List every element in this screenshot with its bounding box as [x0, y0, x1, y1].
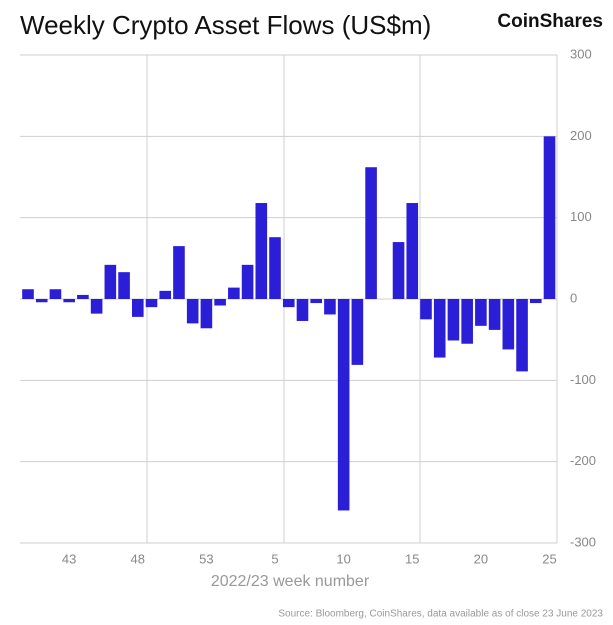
bar	[145, 299, 158, 308]
bar	[296, 299, 309, 321]
x-tick-label: 20	[474, 551, 488, 566]
bar	[49, 289, 62, 299]
bar	[22, 289, 34, 299]
bar	[433, 299, 446, 358]
bar	[90, 299, 103, 314]
y-tick-label: 300	[570, 46, 592, 61]
bar	[269, 237, 281, 299]
x-tick-label: 43	[62, 551, 76, 566]
bar	[255, 203, 268, 299]
bar	[77, 294, 89, 299]
logo: CoinShares	[497, 11, 603, 32]
bar	[241, 264, 254, 299]
bar	[502, 299, 515, 350]
bar	[392, 242, 405, 299]
bar	[543, 136, 556, 299]
bar	[104, 264, 117, 299]
x-tick-label: 25	[542, 551, 556, 566]
bar	[214, 299, 226, 306]
bar	[461, 299, 473, 344]
bar	[200, 299, 213, 329]
bar	[63, 299, 75, 303]
bar	[516, 299, 528, 372]
y-tick-label: -200	[570, 453, 596, 468]
bar	[475, 299, 487, 326]
bar	[282, 299, 295, 308]
bar	[159, 290, 172, 299]
x-tick-label: 10	[336, 551, 350, 566]
bar	[186, 299, 199, 324]
x-tick-label: 53	[199, 551, 213, 566]
y-tick-label: 100	[570, 209, 592, 224]
bar	[173, 246, 185, 299]
y-tick-label: -300	[570, 534, 596, 549]
bar	[310, 299, 322, 304]
bar	[529, 299, 542, 304]
x-tick-label: 48	[131, 551, 145, 566]
chart-title: Weekly Crypto Asset Flows (US$m)	[20, 10, 431, 40]
bar	[420, 299, 432, 320]
bar	[447, 299, 460, 341]
x-axis-label: 2022/23 week number	[211, 573, 370, 590]
y-tick-label: 0	[570, 290, 577, 305]
x-tick-label: 5	[271, 551, 278, 566]
bar	[365, 167, 377, 299]
bar	[337, 299, 350, 511]
x-tick-label: 15	[405, 551, 419, 566]
y-tick-label: 200	[570, 128, 592, 143]
bar	[351, 299, 364, 365]
bar	[488, 299, 501, 330]
y-tick-label: -100	[570, 372, 596, 387]
bar	[131, 299, 144, 317]
source: Source: Bloomberg, CoinShares, data avai…	[278, 609, 603, 620]
bar	[228, 287, 240, 299]
bar	[324, 299, 336, 315]
bar	[35, 299, 48, 303]
bar	[118, 272, 130, 299]
bar	[406, 203, 419, 299]
